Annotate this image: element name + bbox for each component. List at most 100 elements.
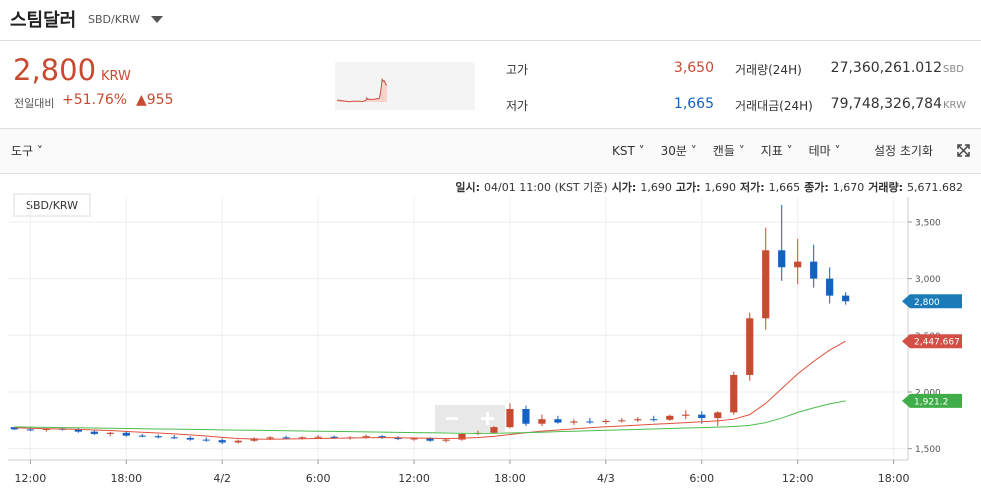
candle-body (730, 374, 738, 413)
candle-body (186, 437, 194, 440)
candle-body (826, 278, 834, 296)
info-value: 1,690 (704, 181, 736, 194)
toolbar (0, 128, 981, 174)
candle-body (666, 415, 674, 420)
price: 2,800 (13, 53, 97, 87)
candle-body (618, 420, 626, 422)
info-label: 일시: (455, 181, 481, 194)
tools-button[interactable]: 도구 ˅ (11, 144, 43, 158)
change-label: 전일대비 (14, 97, 55, 110)
x-tick-label: 4/3 (597, 472, 615, 485)
candle-info: 일시: 04/01 11:00 (KST 기준) 시가: 1,690 고가: 1,690 저… (455, 179, 967, 195)
fullscreen-icon[interactable] (957, 144, 970, 157)
pair: SBD/KRW (88, 13, 140, 26)
toolbar-item[interactable]: 지표 ˅ (760, 144, 793, 158)
change-rate: +51.76% (62, 92, 128, 108)
dropdown-icon[interactable] (150, 15, 164, 25)
candle-body (714, 412, 722, 419)
x-tick-label: 4/2 (213, 472, 231, 485)
candle-body (602, 420, 610, 423)
ma-tag: 1,921.2 (914, 397, 948, 407)
y-tick-label: 3,500 (915, 218, 941, 228)
info-label: 거래량: (868, 181, 904, 194)
zoom-in[interactable] (481, 412, 494, 425)
low-label: 저가 (506, 99, 529, 113)
chart-label-box (13, 193, 91, 217)
candle-body (698, 414, 706, 419)
candle-body (394, 437, 402, 440)
candle-body (810, 261, 818, 279)
x-tick-label: 12:00 (398, 472, 430, 485)
x-tick-label: 18:00 (110, 472, 142, 485)
high-label: 고가 (506, 63, 529, 77)
candle-body (794, 261, 802, 268)
info-label: 저가: (739, 181, 765, 194)
toolbar-items: KST ˅ 30분 ˅ 캔들 ˅ 지표 ˅ 테마 ˅ (612, 142, 857, 159)
info-label: 고가: (675, 181, 701, 194)
amount: 79,748,326,784 (830, 96, 942, 112)
coin-name: 스팀달러 (10, 10, 77, 31)
candle-body (218, 440, 226, 443)
candle-body (634, 419, 642, 421)
low: 1,665 (673, 96, 714, 112)
candle-body (266, 437, 274, 439)
candle-body (410, 438, 418, 440)
ma-tag: 2,447.667 (914, 338, 960, 348)
candle-body (298, 437, 306, 439)
x-tick-label: 6:00 (689, 472, 714, 485)
candle-body (138, 435, 146, 437)
volume-label: 거래량(24H) (735, 63, 802, 77)
toolbar-item-label: KST (612, 144, 635, 158)
info-label: 종가: (804, 181, 829, 194)
zoom-out[interactable] (446, 417, 458, 420)
candle-body (234, 440, 242, 443)
candle-body (650, 419, 658, 421)
ma-tag-shape (902, 334, 962, 349)
change-amount: ▲955 (136, 92, 174, 108)
candle-body (442, 439, 450, 441)
price-tag-shape (902, 294, 962, 309)
candle-body (554, 419, 562, 423)
info-value: 1,670 (832, 181, 865, 194)
candle-body (378, 436, 386, 438)
candle-body (90, 431, 98, 434)
candle-body (426, 438, 434, 441)
high: 3,650 (673, 60, 714, 76)
toolbar-item[interactable]: KST ˅ (612, 144, 645, 158)
x-tick-label: 6:00 (306, 472, 331, 485)
amount-unit: KRW (943, 100, 966, 111)
toolbar-item-label: 30분 (660, 144, 687, 158)
candle-body (106, 432, 114, 434)
tools-label: 도구 (11, 144, 34, 158)
toolbar-item-label: 테마 (808, 144, 831, 158)
candle-body (314, 436, 322, 438)
candle-body (170, 437, 178, 439)
candle-body (282, 437, 290, 439)
volume: 27,360,261.012 (830, 60, 942, 76)
candle-body (122, 432, 130, 436)
candle-body (202, 439, 210, 441)
info-value: 1,665 (768, 181, 801, 194)
ma-line (14, 400, 846, 434)
candle-body (26, 429, 34, 431)
candle-body (746, 318, 754, 375)
candle-body (42, 428, 50, 430)
price-unit: KRW (101, 69, 131, 84)
candle-body (362, 436, 370, 438)
toolbar-item[interactable]: 테마 ˅ (808, 144, 841, 158)
reset-button[interactable]: 설정 초기화 (874, 144, 934, 158)
candle-body (74, 429, 82, 432)
candle-body (250, 438, 258, 441)
toolbar-item[interactable]: 30분 ˅ (660, 144, 697, 158)
divider (0, 40, 981, 41)
toolbar-item[interactable]: 캔들 ˅ (712, 144, 745, 158)
candle-body (458, 433, 466, 440)
ma-line (14, 340, 846, 440)
info-label: 시가: (611, 181, 637, 194)
grid (8, 197, 908, 460)
candle-body (682, 414, 690, 416)
candle-body (154, 436, 162, 438)
volume-unit: SBD (943, 64, 964, 75)
